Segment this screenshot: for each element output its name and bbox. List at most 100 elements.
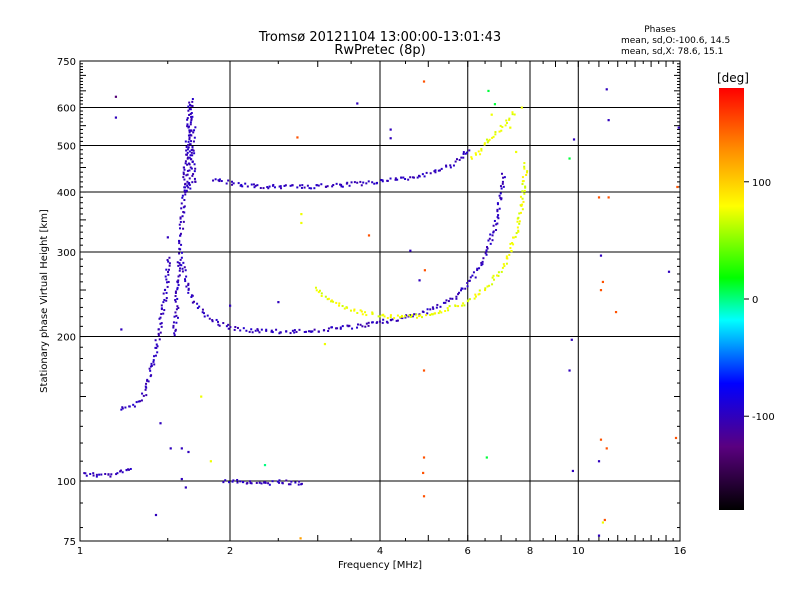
data-point — [185, 146, 188, 149]
data-point — [365, 322, 368, 325]
data-point — [518, 222, 521, 225]
data-point — [186, 180, 189, 183]
scatter-point — [572, 138, 576, 141]
data-point — [104, 472, 107, 475]
scatter-point — [184, 486, 187, 489]
data-point — [459, 289, 462, 292]
data-point — [484, 252, 487, 255]
data-point — [246, 185, 249, 188]
data-point — [290, 480, 293, 483]
data-point — [181, 270, 184, 273]
x-tick-label: 1 — [77, 546, 83, 557]
data-point — [176, 280, 179, 283]
scatter-point — [614, 310, 618, 314]
data-point — [120, 408, 123, 411]
data-point — [265, 328, 268, 331]
data-point — [298, 184, 301, 187]
data-point — [145, 382, 148, 385]
scatter-point — [296, 136, 299, 139]
data-point — [351, 327, 354, 330]
data-point — [166, 281, 169, 284]
data-point — [187, 284, 190, 287]
data-point — [492, 135, 495, 138]
data-point — [98, 473, 101, 476]
scatter-point — [114, 116, 118, 119]
data-point — [287, 483, 290, 486]
data-point — [426, 308, 429, 311]
data-point — [404, 178, 407, 181]
data-point — [165, 297, 168, 300]
scatter-point — [568, 369, 571, 372]
data-point — [254, 184, 257, 187]
data-point — [124, 406, 127, 409]
data-point — [317, 330, 320, 333]
data-point — [150, 364, 153, 367]
scatter-point — [422, 456, 426, 459]
data-point — [505, 257, 508, 260]
data-point — [278, 332, 281, 335]
data-point — [396, 319, 399, 322]
data-point — [165, 291, 168, 294]
data-point — [174, 299, 177, 302]
data-point — [461, 287, 464, 290]
scatter-point — [263, 463, 267, 467]
data-point — [95, 475, 98, 478]
data-point — [272, 183, 275, 186]
scatter-point — [597, 460, 601, 463]
data-point — [244, 182, 247, 185]
data-point — [270, 330, 273, 333]
trace-o — [180, 172, 506, 335]
data-point — [85, 474, 88, 477]
trace-o — [212, 149, 471, 190]
data-point — [497, 274, 500, 277]
scatter-point — [601, 521, 605, 524]
data-point — [258, 481, 261, 484]
colorbar-tick-label: 0 — [752, 295, 758, 306]
data-point — [365, 314, 368, 317]
phases-header: Phases — [644, 25, 676, 35]
data-point — [505, 255, 508, 258]
data-point — [276, 480, 279, 483]
data-point — [141, 392, 144, 395]
data-point — [268, 185, 271, 188]
data-point — [201, 311, 204, 314]
data-point — [386, 321, 389, 324]
data-point — [340, 185, 343, 188]
data-point — [516, 220, 519, 223]
scatter-point — [423, 269, 426, 272]
data-point — [157, 334, 160, 337]
data-point — [227, 179, 230, 182]
data-point — [421, 173, 424, 176]
data-point — [502, 176, 505, 179]
data-point — [208, 317, 211, 320]
data-point — [367, 180, 370, 183]
data-point — [524, 185, 527, 188]
data-point — [192, 173, 195, 176]
data-point — [488, 284, 491, 287]
data-point — [511, 242, 514, 245]
data-point — [150, 362, 153, 365]
data-point — [295, 330, 298, 333]
data-point — [521, 183, 524, 186]
data-point — [508, 118, 511, 121]
data-point — [256, 328, 259, 331]
data-point — [425, 314, 428, 317]
data-point — [408, 314, 411, 317]
data-point — [230, 180, 233, 183]
data-point — [488, 138, 491, 141]
data-point — [285, 330, 288, 333]
data-point — [185, 174, 188, 177]
data-point — [338, 302, 341, 305]
data-point — [317, 184, 320, 187]
data-point — [521, 190, 524, 193]
data-point — [179, 216, 182, 219]
data-traces — [83, 98, 529, 486]
data-point — [418, 175, 421, 178]
data-point — [476, 267, 479, 270]
data-point — [192, 140, 195, 143]
data-point — [497, 271, 500, 274]
data-point — [378, 320, 381, 323]
data-point — [444, 310, 447, 313]
data-point — [411, 315, 414, 318]
data-point — [160, 325, 163, 328]
